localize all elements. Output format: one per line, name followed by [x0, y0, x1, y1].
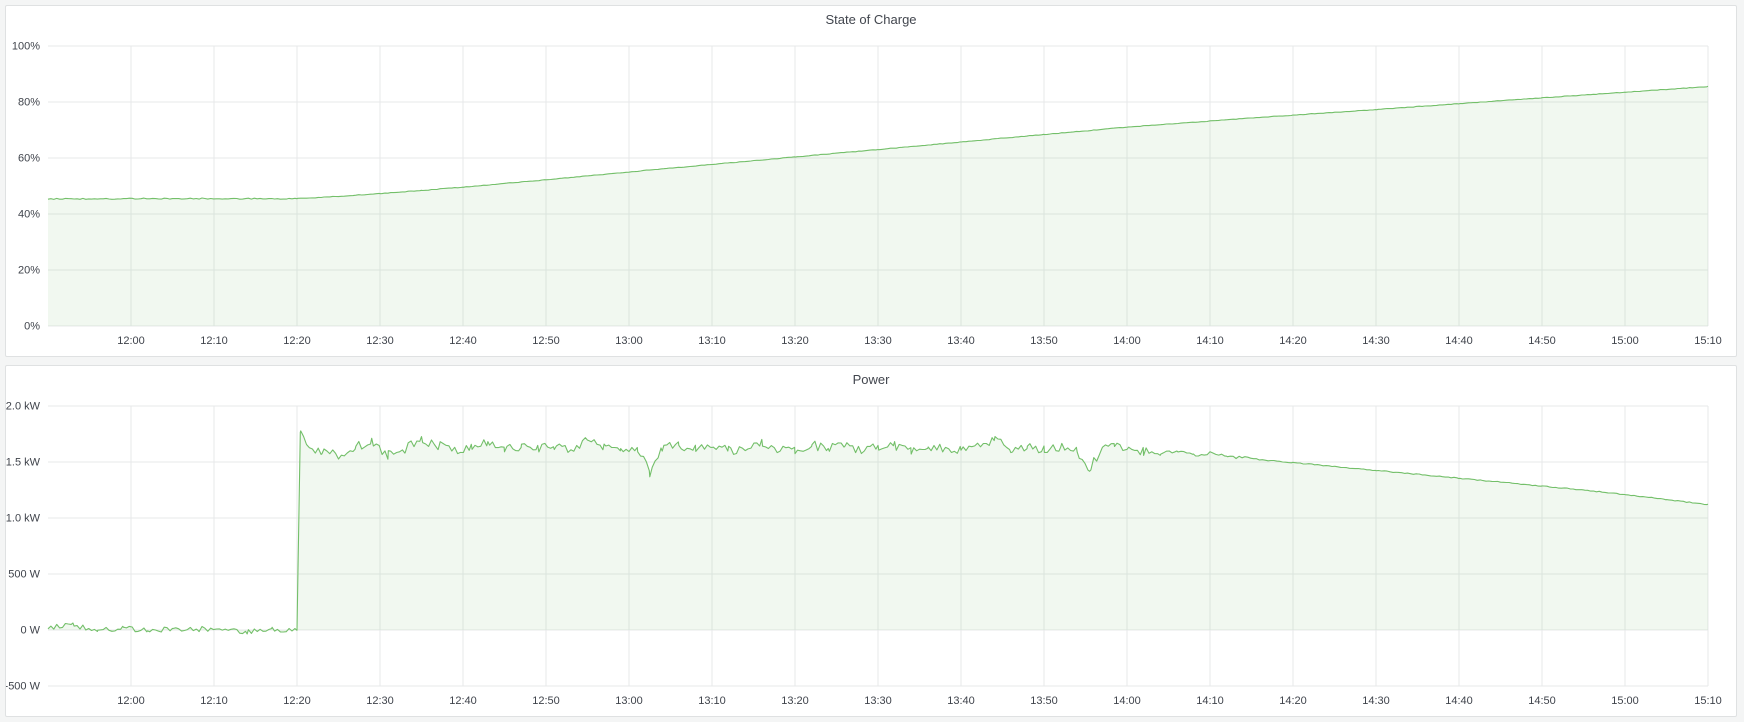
- svg-text:12:40: 12:40: [449, 695, 477, 707]
- svg-text:12:40: 12:40: [449, 335, 477, 347]
- svg-text:13:00: 13:00: [615, 695, 643, 707]
- svg-text:12:00: 12:00: [117, 695, 145, 707]
- svg-text:14:20: 14:20: [1279, 695, 1307, 707]
- svg-text:0 W: 0 W: [20, 625, 40, 637]
- svg-text:14:50: 14:50: [1528, 335, 1556, 347]
- svg-text:13:20: 13:20: [781, 335, 809, 347]
- svg-text:14:00: 14:00: [1113, 695, 1141, 707]
- svg-text:13:50: 13:50: [1030, 335, 1058, 347]
- svg-text:80%: 80%: [18, 97, 40, 109]
- svg-text:15:00: 15:00: [1611, 695, 1639, 707]
- svg-text:12:20: 12:20: [283, 335, 311, 347]
- svg-text:1.0 kW: 1.0 kW: [6, 513, 41, 525]
- svg-text:1.5 kW: 1.5 kW: [6, 457, 41, 469]
- svg-text:500 W: 500 W: [8, 569, 40, 581]
- svg-text:14:40: 14:40: [1445, 695, 1473, 707]
- svg-text:14:30: 14:30: [1362, 695, 1390, 707]
- svg-text:12:50: 12:50: [532, 695, 560, 707]
- svg-text:13:50: 13:50: [1030, 695, 1058, 707]
- power-panel: Power -500 W 0 W 500 W 1.0 kW 1.5 kW 2.0 kW 12…: [5, 365, 1737, 717]
- svg-text:12:00: 12:00: [117, 335, 145, 347]
- svg-text:13:30: 13:30: [864, 695, 892, 707]
- svg-text:12:20: 12:20: [283, 695, 311, 707]
- svg-text:100%: 100%: [12, 41, 40, 53]
- svg-text:14:10: 14:10: [1196, 695, 1224, 707]
- svg-text:15:00: 15:00: [1611, 335, 1639, 347]
- svg-text:12:10: 12:10: [200, 695, 228, 707]
- svg-text:12:30: 12:30: [366, 335, 394, 347]
- svg-text:60%: 60%: [18, 153, 40, 165]
- svg-text:40%: 40%: [18, 209, 40, 221]
- svg-text:12:10: 12:10: [200, 335, 228, 347]
- svg-text:15:10: 15:10: [1694, 695, 1722, 707]
- state-of-charge-panel-title[interactable]: State of Charge: [825, 12, 917, 27]
- power-panel-title[interactable]: Power: [852, 372, 890, 387]
- svg-text:2.0 kW: 2.0 kW: [6, 401, 41, 413]
- svg-text:-500 W: -500 W: [6, 681, 41, 693]
- svg-text:14:20: 14:20: [1279, 335, 1307, 347]
- svg-text:14:00: 14:00: [1113, 335, 1141, 347]
- svg-text:20%: 20%: [18, 265, 40, 277]
- svg-text:13:10: 13:10: [698, 695, 726, 707]
- power-chart[interactable]: -500 W 0 W 500 W 1.0 kW 1.5 kW 2.0 kW 12:00 12:…: [6, 394, 1736, 718]
- svg-text:0%: 0%: [24, 321, 40, 333]
- svg-text:13:30: 13:30: [864, 335, 892, 347]
- svg-text:14:40: 14:40: [1445, 335, 1473, 347]
- svg-text:13:40: 13:40: [947, 695, 975, 707]
- svg-text:15:10: 15:10: [1694, 335, 1722, 347]
- state-of-charge-panel: State of Charge 0% 20% 40% 60% 80% 100% 12:00 1…: [5, 5, 1737, 357]
- svg-text:12:30: 12:30: [366, 695, 394, 707]
- svg-text:14:50: 14:50: [1528, 695, 1556, 707]
- svg-text:13:00: 13:00: [615, 335, 643, 347]
- svg-text:14:10: 14:10: [1196, 335, 1224, 347]
- svg-text:13:10: 13:10: [698, 335, 726, 347]
- state-of-charge-chart[interactable]: 0% 20% 40% 60% 80% 100% 12:00 12:10 12:20 12:30 12…: [6, 34, 1736, 358]
- svg-text:13:20: 13:20: [781, 695, 809, 707]
- svg-text:14:30: 14:30: [1362, 335, 1390, 347]
- svg-text:12:50: 12:50: [532, 335, 560, 347]
- svg-text:13:40: 13:40: [947, 335, 975, 347]
